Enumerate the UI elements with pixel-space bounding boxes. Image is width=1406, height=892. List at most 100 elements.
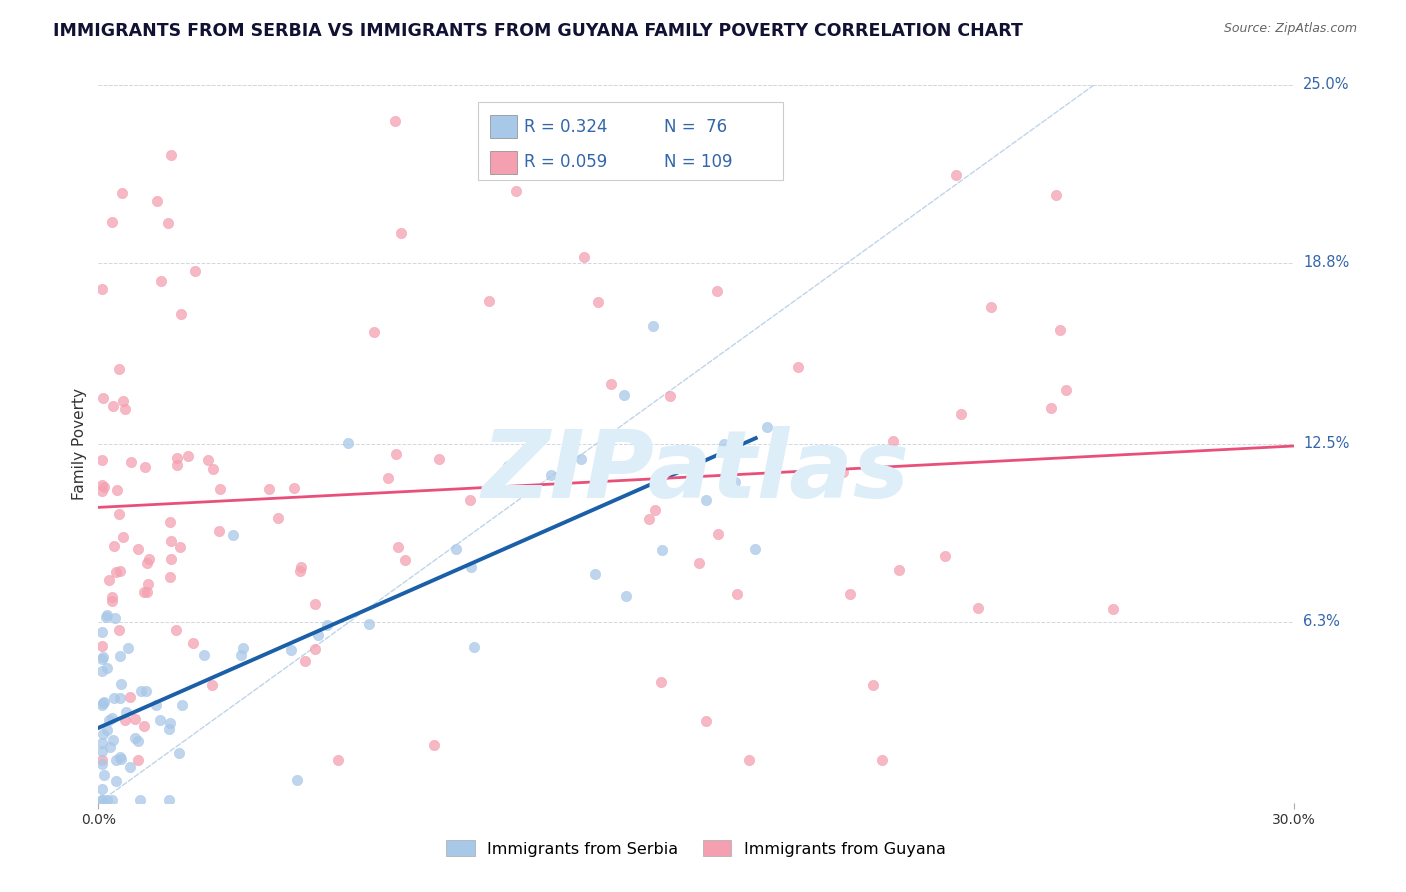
Point — [91, 282, 114, 296]
Point — [193, 648, 215, 662]
Point — [91, 649, 114, 664]
Point — [637, 512, 659, 526]
Point — [118, 760, 141, 774]
Point — [706, 285, 728, 299]
Text: 18.8%: 18.8% — [1303, 255, 1350, 270]
Point — [145, 698, 167, 712]
Point — [98, 740, 121, 755]
Point — [114, 713, 136, 727]
Point — [100, 215, 122, 229]
Point — [725, 587, 748, 601]
Point — [94, 610, 117, 624]
Point — [267, 511, 290, 525]
Point — [755, 420, 778, 434]
Point — [586, 294, 609, 309]
Text: 6.3%: 6.3% — [1303, 615, 1340, 630]
Point — [135, 585, 157, 599]
Point — [724, 475, 747, 490]
Point — [197, 452, 219, 467]
Point — [91, 782, 114, 797]
Point — [385, 447, 408, 461]
Point — [104, 565, 127, 579]
Point — [129, 793, 152, 807]
Point — [934, 549, 956, 564]
Point — [569, 451, 592, 466]
Point — [427, 452, 450, 467]
Point — [135, 556, 157, 570]
Point — [166, 624, 188, 638]
Point — [641, 318, 664, 333]
Point — [389, 226, 412, 240]
Point — [91, 624, 114, 639]
Point — [91, 756, 114, 771]
Text: N =  76: N = 76 — [664, 118, 727, 136]
Point — [600, 377, 623, 392]
Point — [423, 738, 446, 752]
Point — [159, 723, 181, 737]
Point — [110, 677, 132, 691]
Point — [149, 274, 172, 288]
Point — [146, 194, 169, 208]
Point — [713, 437, 735, 451]
Point — [583, 567, 606, 582]
Point — [134, 460, 156, 475]
Point — [96, 661, 118, 675]
Point — [446, 542, 468, 557]
Text: R = 0.059: R = 0.059 — [524, 153, 607, 171]
Point — [103, 399, 125, 413]
Point — [105, 483, 128, 497]
Point — [111, 393, 134, 408]
Point — [167, 746, 190, 760]
Y-axis label: Family Poverty: Family Poverty — [72, 388, 87, 500]
Point — [101, 733, 124, 747]
Point — [108, 362, 131, 376]
Point — [93, 696, 115, 710]
Point — [117, 641, 139, 656]
Point — [304, 597, 326, 611]
Point — [613, 388, 636, 402]
Text: ZIPatlas: ZIPatlas — [482, 426, 910, 518]
Point — [181, 636, 204, 650]
Point — [159, 716, 181, 731]
Point — [91, 735, 114, 749]
Point — [326, 753, 349, 767]
Point — [1101, 601, 1123, 615]
Point — [207, 524, 229, 538]
Point — [229, 648, 252, 662]
Point — [659, 389, 682, 403]
Point — [127, 542, 149, 557]
Point — [135, 683, 157, 698]
Point — [103, 691, 125, 706]
Point — [91, 664, 114, 678]
Point — [832, 465, 855, 479]
Point — [786, 359, 808, 374]
Point — [949, 407, 972, 421]
Point — [201, 678, 224, 692]
Point — [496, 458, 519, 473]
Point — [285, 772, 308, 787]
Point — [129, 683, 152, 698]
Point — [159, 148, 181, 162]
Point — [159, 515, 181, 529]
Point — [91, 478, 114, 492]
Point — [394, 553, 416, 567]
Point — [644, 503, 666, 517]
Point — [688, 556, 710, 570]
Point — [222, 528, 245, 542]
Point — [101, 590, 124, 604]
FancyBboxPatch shape — [491, 115, 517, 138]
Point — [108, 624, 131, 638]
Point — [91, 453, 114, 467]
Point — [134, 584, 156, 599]
Point — [460, 559, 482, 574]
Point — [257, 483, 280, 497]
Point — [104, 754, 127, 768]
Point — [96, 607, 118, 622]
Point — [166, 451, 188, 466]
Point — [91, 698, 114, 713]
Point — [650, 674, 672, 689]
Point — [169, 541, 191, 555]
Point — [304, 641, 326, 656]
Point — [280, 643, 302, 657]
Point — [115, 705, 138, 719]
